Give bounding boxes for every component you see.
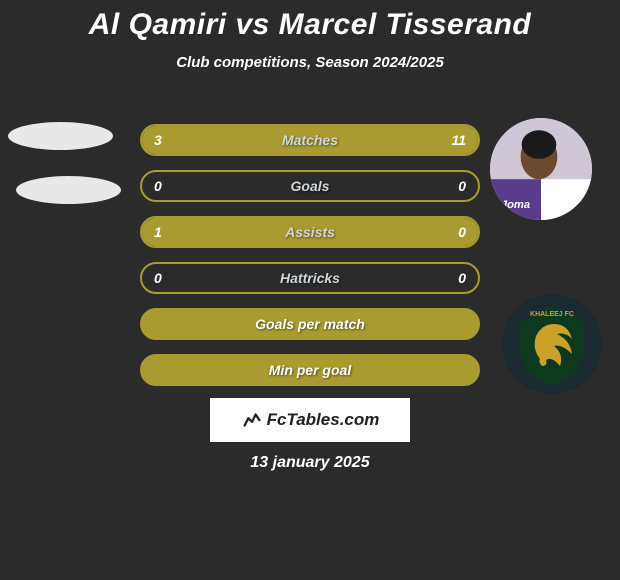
- page-title: Al Qamiri vs Marcel Tisserand: [0, 0, 620, 42]
- fctables-logo-icon: [241, 409, 263, 431]
- brand-text: FcTables.com: [267, 410, 380, 430]
- player-photo-icon: Joma: [490, 118, 592, 220]
- brand-badge[interactable]: FcTables.com: [210, 398, 410, 442]
- stat-value-right: 11: [451, 132, 466, 148]
- title-vs: vs: [235, 8, 269, 41]
- date-text: 13 january 2025: [0, 454, 620, 472]
- stat-value-right: 0: [458, 224, 466, 240]
- stat-row: 0Goals0: [140, 170, 480, 202]
- stat-label: Goals: [142, 178, 478, 194]
- stat-value-right: 0: [458, 270, 466, 286]
- subtitle: Club competitions, Season 2024/2025: [0, 54, 620, 71]
- stat-label: Goals per match: [142, 316, 478, 332]
- stats-container: 3Matches110Goals01Assists00Hattricks0Goa…: [140, 124, 480, 400]
- club-crest-icon: KHALEEJ FC: [502, 294, 602, 394]
- svg-text:KHALEEJ FC: KHALEEJ FC: [530, 311, 574, 318]
- stat-row: 0Hattricks0: [140, 262, 480, 294]
- title-player-1: Al Qamiri: [89, 8, 227, 41]
- player-left-avatar: [8, 122, 113, 150]
- stat-row: 1Assists0: [140, 216, 480, 248]
- stat-label: Hattricks: [142, 270, 478, 286]
- player-right-avatar: Joma: [490, 118, 592, 220]
- stat-value-right: 0: [458, 178, 466, 194]
- svg-text:Joma: Joma: [501, 199, 530, 211]
- stat-label: Matches: [142, 132, 478, 148]
- club-right-badge: KHALEEJ FC: [502, 294, 602, 394]
- stat-label: Min per goal: [142, 362, 478, 378]
- stat-label: Assists: [142, 224, 478, 240]
- stat-row: Goals per match: [140, 308, 480, 340]
- club-left-badge: [16, 176, 121, 204]
- stat-row: 3Matches11: [140, 124, 480, 156]
- title-player-2: Marcel Tisserand: [279, 8, 532, 41]
- stat-row: Min per goal: [140, 354, 480, 386]
